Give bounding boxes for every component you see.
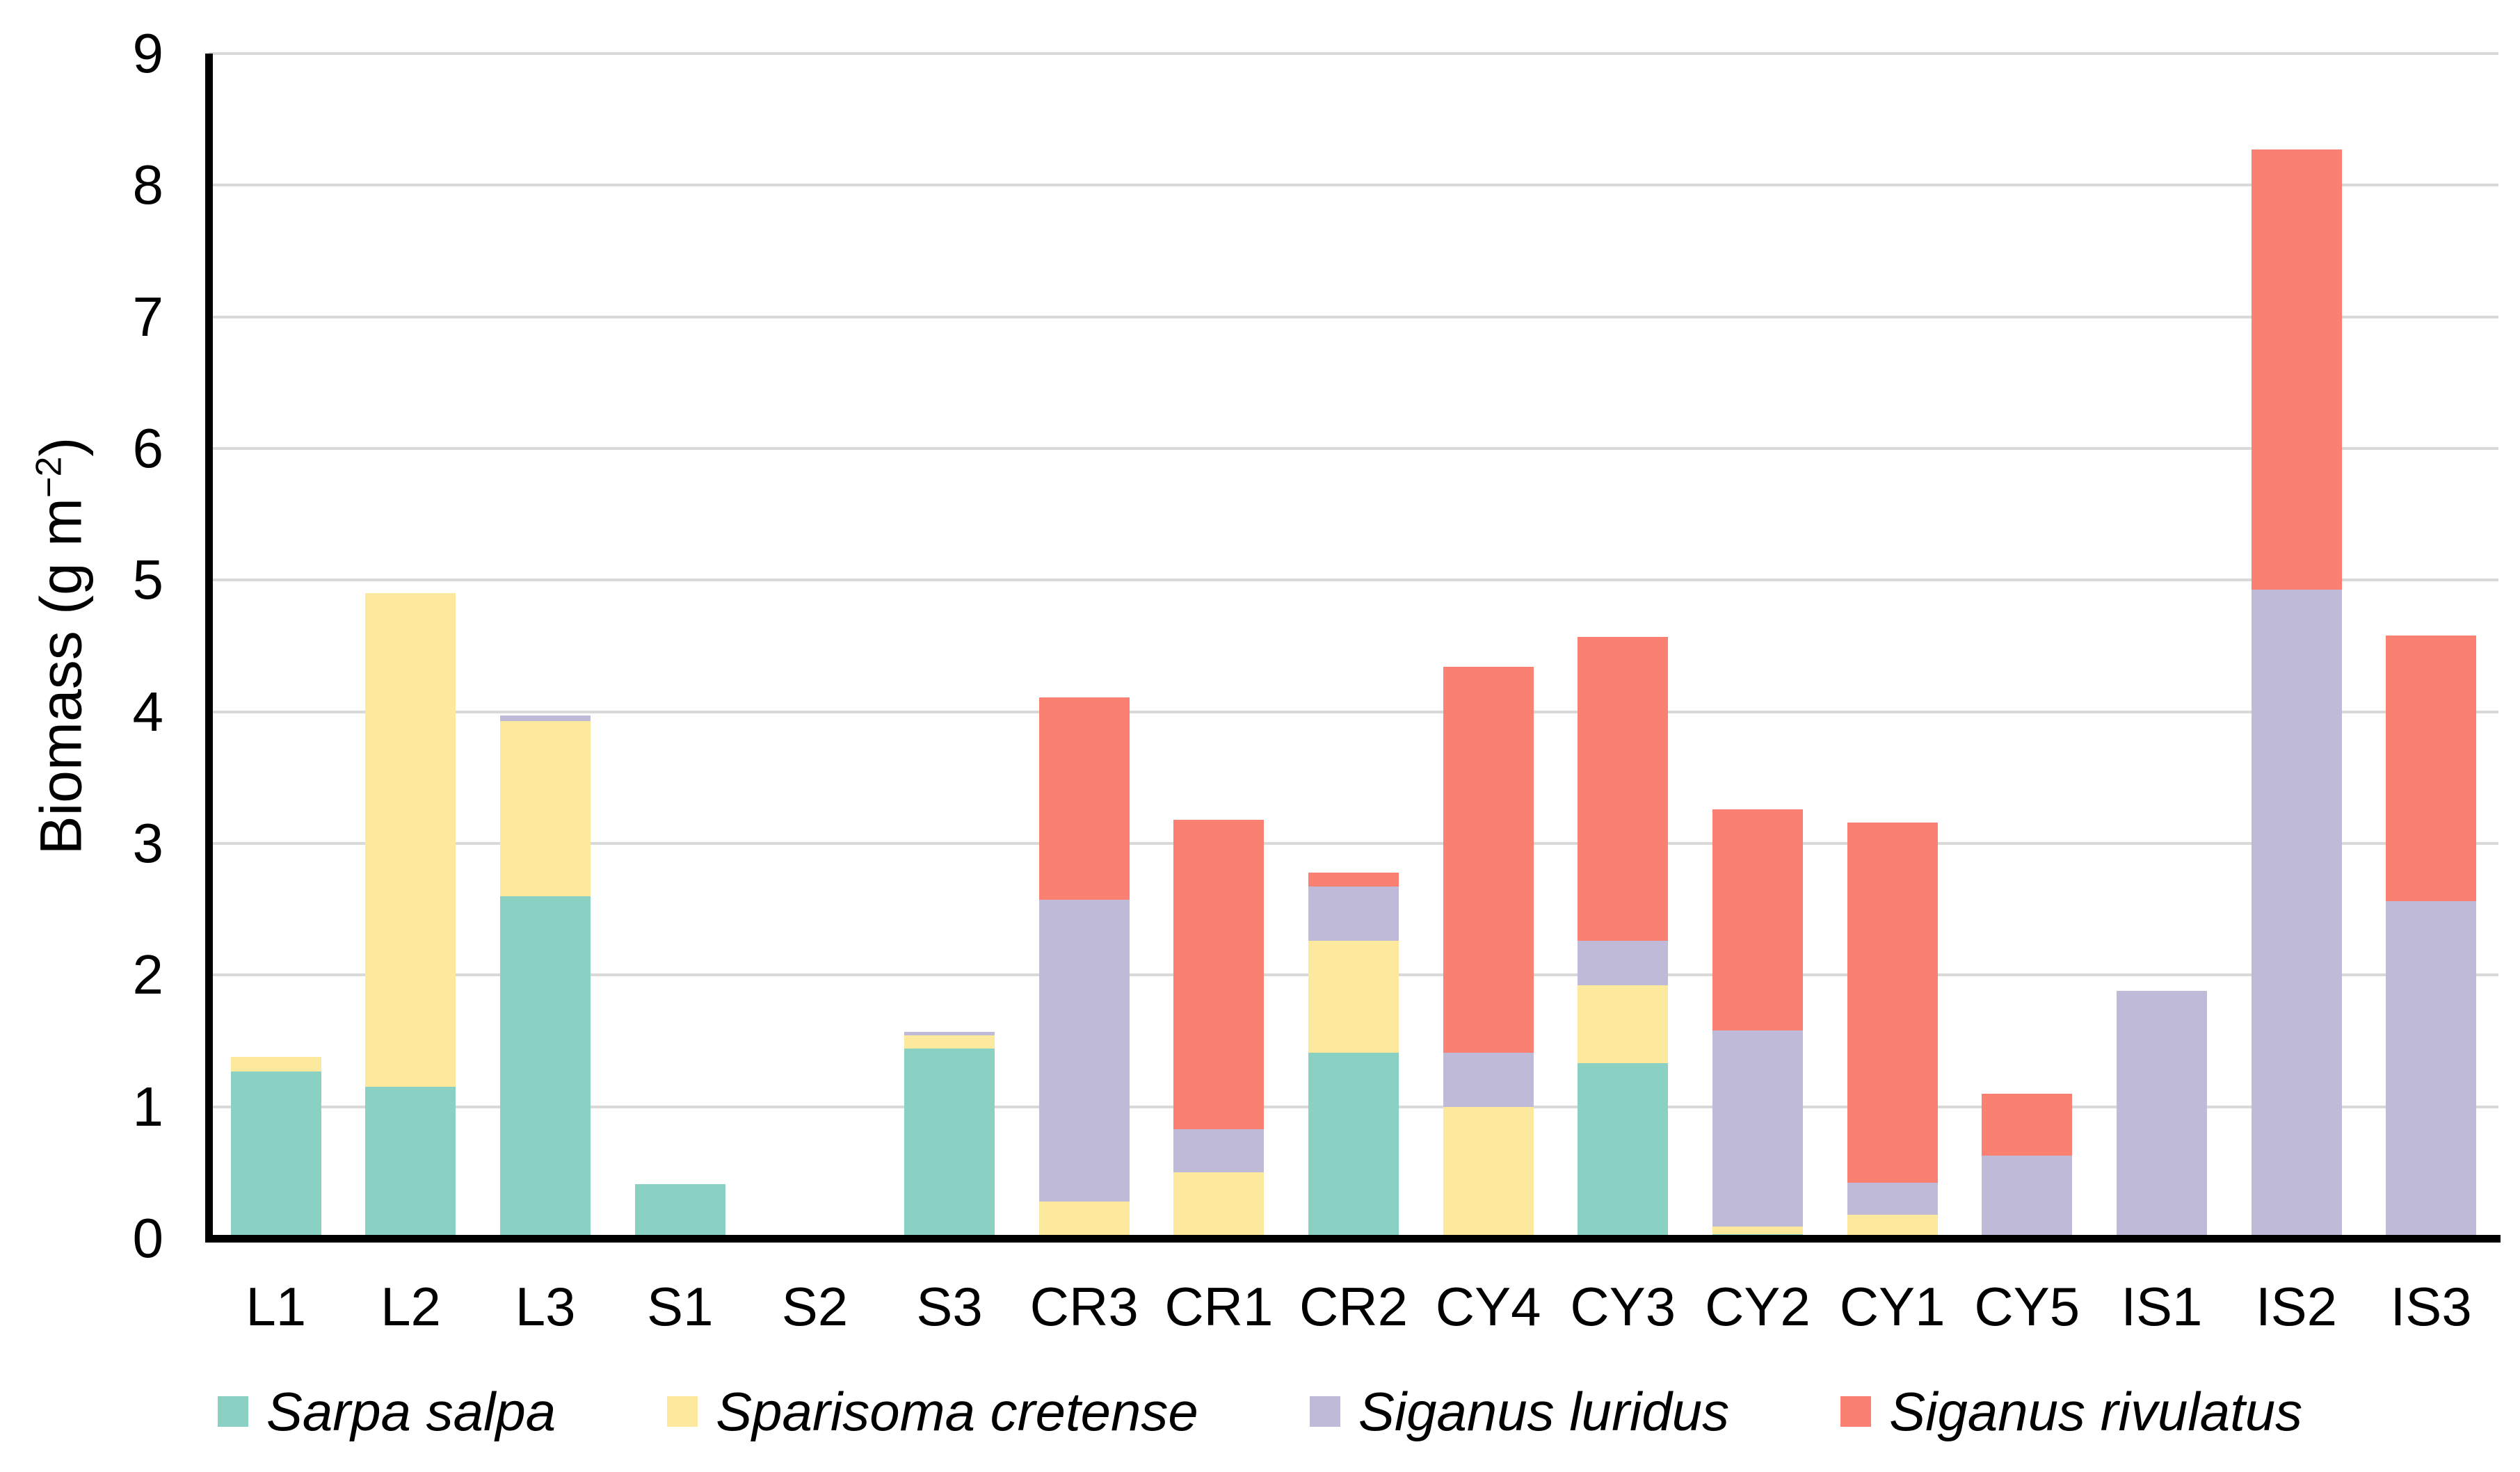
bar-S1-sarpa-salpa — [634, 1184, 725, 1238]
gridline-y5 — [209, 579, 2498, 582]
legend-label: Sparisoma cretense — [716, 1381, 1198, 1442]
x-tick-label-IS3: IS3 — [2390, 1276, 2472, 1337]
x-tick-label-L2: L2 — [380, 1276, 441, 1337]
x-tick-label-CY2: CY2 — [1705, 1276, 1811, 1337]
bar-CY2-siganus-luridus — [1712, 1030, 1803, 1227]
y-tick-label-1: 1 — [132, 1075, 164, 1138]
legend-label: Sarpa salpa — [266, 1381, 556, 1442]
x-tick-label-CR1: CR1 — [1164, 1276, 1274, 1337]
bar-CR1-sparisoma-cretense — [1173, 1172, 1265, 1238]
x-tick-label-IS1: IS1 — [2121, 1276, 2203, 1337]
x-tick-label-CR2: CR2 — [1299, 1276, 1409, 1337]
bar-L2-sarpa-salpa — [365, 1087, 456, 1238]
y-tick-label-5: 5 — [132, 549, 164, 611]
bar-IS3-siganus-luridus — [2386, 901, 2477, 1238]
y-tick-label-4: 4 — [132, 680, 164, 743]
x-tick-label-L1: L1 — [246, 1276, 307, 1337]
bar-CR1-siganus-rivulatus — [1173, 819, 1265, 1129]
bar-CY3-siganus-luridus — [1578, 941, 1669, 986]
y-tick-label-8: 8 — [132, 154, 164, 216]
gridline-y3 — [209, 842, 2498, 845]
bar-CY3-siganus-rivulatus — [1578, 636, 1669, 941]
bar-CY1-siganus-rivulatus — [1847, 822, 1938, 1183]
x-tick-label-IS2: IS2 — [2255, 1276, 2338, 1337]
x-tick-label-S3: S3 — [916, 1276, 983, 1337]
legend-item-sarpa-salpa: Sarpa salpa — [217, 1380, 556, 1443]
bar-CY4-siganus-rivulatus — [1443, 667, 1534, 1053]
legend-item-sparisoma-cretense: Sparisoma cretense — [667, 1380, 1198, 1443]
legend-label: Siganus rivulatus — [1889, 1381, 2303, 1442]
y-tick-label-3: 3 — [132, 812, 164, 874]
bar-CR3-siganus-luridus — [1038, 900, 1130, 1202]
bar-L2-sparisoma-cretense — [365, 593, 456, 1087]
bar-CR2-siganus-luridus — [1308, 887, 1399, 941]
legend-swatch-icon — [217, 1396, 248, 1427]
legend-swatch-icon — [667, 1396, 698, 1427]
bar-L3-sparisoma-cretense — [500, 720, 591, 896]
x-tick-label-CR3: CR3 — [1029, 1276, 1139, 1337]
bar-CR2-sparisoma-cretense — [1308, 941, 1399, 1053]
gridline-y6 — [209, 447, 2498, 450]
bar-L3-sarpa-salpa — [500, 896, 591, 1238]
legend-swatch-icon — [1309, 1396, 1340, 1427]
bar-IS2-siganus-rivulatus — [2251, 149, 2342, 590]
y-tick-label-2: 2 — [132, 944, 164, 1006]
y-tick-label-6: 6 — [132, 417, 164, 479]
y-tick-label-9: 9 — [132, 22, 164, 84]
legend-item-siganus-luridus: Siganus luridus — [1309, 1380, 1730, 1443]
x-tick-label-CY3: CY3 — [1570, 1276, 1676, 1337]
legend-item-siganus-rivulatus: Siganus rivulatus — [1840, 1380, 2302, 1443]
bar-CR3-siganus-rivulatus — [1038, 697, 1130, 900]
bar-S3-sarpa-salpa — [904, 1049, 995, 1238]
bar-L1-sarpa-salpa — [230, 1071, 321, 1238]
bar-CY3-sparisoma-cretense — [1578, 985, 1669, 1064]
bar-CY5-siganus-rivulatus — [1982, 1093, 2073, 1156]
y-tick-label-7: 7 — [132, 285, 164, 348]
x-axis-line — [205, 1235, 2501, 1243]
x-tick-label-S2: S2 — [781, 1276, 849, 1337]
gridline-y7 — [209, 315, 2498, 318]
y-tick-label-0: 0 — [132, 1207, 164, 1269]
bar-CY2-sparisoma-cretense — [1712, 1226, 1803, 1235]
legend-label: Siganus luridus — [1358, 1381, 1730, 1442]
gridline-y9 — [209, 52, 2498, 55]
bar-CY4-sparisoma-cretense — [1443, 1106, 1534, 1238]
bar-L1-sparisoma-cretense — [230, 1056, 321, 1071]
bar-IS1-siganus-luridus — [2116, 991, 2207, 1238]
bar-CR2-siganus-rivulatus — [1308, 872, 1399, 887]
bar-IS3-siganus-rivulatus — [2386, 635, 2477, 902]
bar-IS2-siganus-luridus — [2251, 589, 2342, 1238]
bar-CY2-siganus-rivulatus — [1712, 809, 1803, 1030]
y-axis-line — [205, 54, 213, 1243]
bar-CY4-siganus-luridus — [1443, 1053, 1534, 1107]
bar-CR3-sparisoma-cretense — [1038, 1201, 1130, 1238]
bar-CR1-siganus-luridus — [1173, 1129, 1265, 1173]
bar-CY1-sparisoma-cretense — [1847, 1214, 1938, 1238]
bar-S3-sparisoma-cretense — [904, 1035, 995, 1049]
gridline-y4 — [209, 710, 2498, 713]
x-tick-label-L3: L3 — [515, 1276, 576, 1337]
legend: Sarpa salpa Sparisoma cretense Siganus lur… — [0, 1380, 2520, 1443]
legend-swatch-icon — [1840, 1396, 1872, 1427]
x-tick-label-S1: S1 — [647, 1276, 714, 1337]
bar-S3-siganus-luridus — [904, 1031, 995, 1036]
bar-L3-siganus-luridus — [500, 715, 591, 721]
bar-CY1-siganus-luridus — [1847, 1183, 1938, 1215]
bar-CY5-siganus-luridus — [1982, 1155, 2073, 1238]
bar-CR2-sarpa-salpa — [1308, 1053, 1399, 1238]
x-tick-label-CY5: CY5 — [1974, 1276, 2080, 1337]
x-tick-label-CY4: CY4 — [1435, 1276, 1541, 1337]
bar-CY3-sarpa-salpa — [1578, 1063, 1669, 1238]
x-tick-label-CY1: CY1 — [1839, 1276, 1945, 1337]
gridline-y8 — [209, 184, 2498, 187]
